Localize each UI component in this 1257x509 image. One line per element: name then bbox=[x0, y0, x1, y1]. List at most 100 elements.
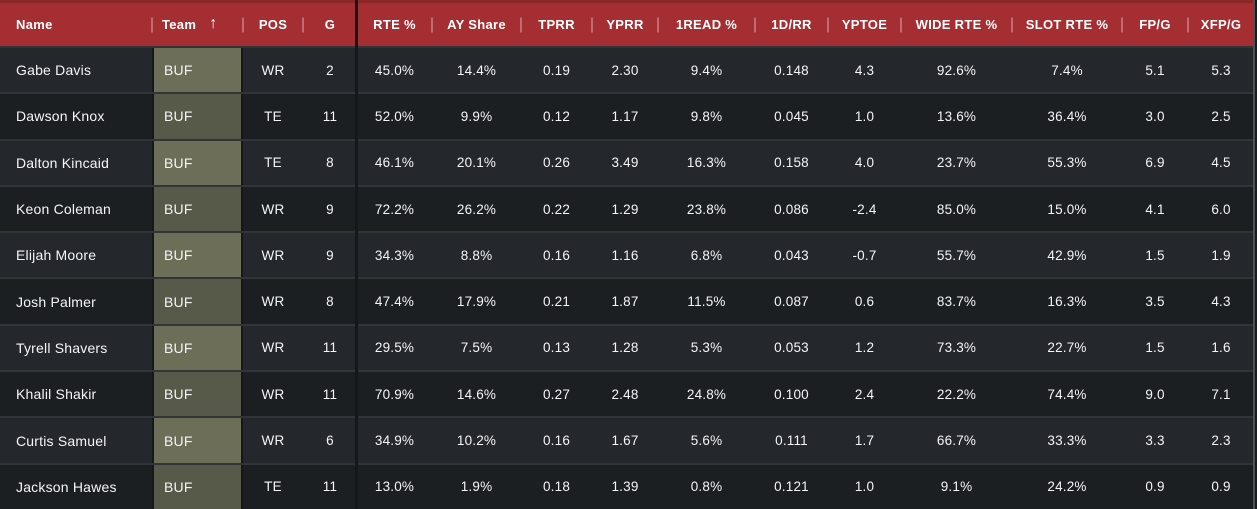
cell-name: Jackson Hawes bbox=[16, 478, 117, 495]
cell-slot: 15.0% bbox=[1047, 201, 1087, 217]
table-header-row: Name Team ↑ POS G RTE % AY Share TPRR YPRR 1READ … bbox=[0, 0, 1254, 46]
cell-read1: 6.8% bbox=[690, 247, 723, 263]
cell-xfpg: 1.9 bbox=[1211, 247, 1231, 263]
player-row[interactable]: Elijah Moore BUF WR 9 34.3% 8.8% 0.16 1.16 6.8% 0… bbox=[0, 231, 1254, 278]
cell-read1: 5.3% bbox=[690, 340, 723, 356]
cell-wide: 85.0% bbox=[936, 201, 977, 217]
cell-rte: 13.0% bbox=[374, 479, 415, 495]
player-row[interactable]: Jackson Hawes BUF TE 11 13.0% 1.9% 0.18 1.39 0.8… bbox=[0, 462, 1254, 509]
player-row[interactable]: Tyrell Shavers BUF WR 11 29.5% 7.5% 0.13 1.28 5.… bbox=[0, 323, 1254, 371]
cell-read1: 5.6% bbox=[690, 433, 723, 449]
cell-g: 11 bbox=[322, 479, 338, 495]
cell-slot: 55.3% bbox=[1047, 155, 1087, 171]
column-header-yptoe[interactable]: YPTOE bbox=[828, 3, 901, 46]
column-header-rte[interactable]: RTE % bbox=[357, 3, 432, 46]
player-row[interactable]: Gabe Davis BUF WR 2 45.0% 14.4% 0.19 2.30 9.4% 0.… bbox=[0, 46, 1254, 93]
cell-yprr: 2.30 bbox=[611, 62, 639, 78]
player-row[interactable]: Josh Palmer BUF WR 8 47.4% 17.9% 0.21 1.87 11.5%… bbox=[0, 277, 1254, 324]
cell-fpg: 0.9 bbox=[1145, 479, 1165, 495]
cell-read1: 9.4% bbox=[690, 62, 723, 78]
cell-g: 11 bbox=[322, 108, 338, 124]
cell-tprr: 0.26 bbox=[542, 155, 571, 171]
cell-tprr: 0.27 bbox=[542, 386, 571, 402]
table-body: Gabe Davis BUF WR 2 45.0% 14.4% 0.19 2.30 9.4% 0.… bbox=[0, 46, 1257, 509]
cell-wide: 66.7% bbox=[936, 433, 977, 449]
cell-d1rr: 0.111 bbox=[775, 433, 808, 449]
cell-rte: 45.0% bbox=[374, 62, 415, 78]
cell-wide: 13.6% bbox=[936, 108, 977, 124]
cell-tprr: 0.22 bbox=[542, 201, 571, 217]
player-row[interactable]: Dawson Knox BUF TE 11 52.0% 9.9% 0.12 1.17 9.8% 0… bbox=[0, 92, 1254, 139]
cell-d1rr: 0.158 bbox=[774, 155, 809, 171]
cell-d1rr: 0.086 bbox=[774, 201, 809, 217]
cell-wide: 73.3% bbox=[936, 340, 977, 356]
cell-wide: 23.7% bbox=[936, 155, 977, 171]
column-header-pos[interactable]: POS bbox=[243, 3, 303, 46]
column-header-team[interactable]: Team ↑ bbox=[152, 3, 243, 46]
column-header-fpg[interactable]: FP/G bbox=[1122, 3, 1188, 46]
cell-slot: 24.2% bbox=[1047, 479, 1087, 495]
column-header-label: YPRR bbox=[606, 17, 644, 32]
cell-xfpg: 1.6 bbox=[1211, 340, 1231, 356]
cell-read1: 0.8% bbox=[690, 479, 723, 495]
cell-team: BUF bbox=[152, 325, 243, 371]
cell-name: Khalil Shakir bbox=[16, 386, 97, 403]
cell-read1: 16.3% bbox=[686, 155, 727, 171]
cell-fpg: 4.1 bbox=[1145, 201, 1165, 217]
cell-team: BUF bbox=[152, 94, 243, 139]
player-row[interactable]: Keon Coleman BUF WR 9 72.2% 26.2% 0.22 1.29 23.8… bbox=[0, 184, 1254, 232]
cell-pos: WR bbox=[261, 433, 285, 449]
column-header-xfpg[interactable]: XFP/G bbox=[1188, 3, 1254, 46]
cell-name: Keon Coleman bbox=[16, 201, 112, 218]
cell-xfpg: 0.9 bbox=[1211, 479, 1231, 495]
cell-yprr: 1.29 bbox=[611, 201, 639, 217]
column-header-label: 1READ % bbox=[675, 17, 738, 32]
cell-d1rr: 0.121 bbox=[774, 479, 809, 495]
cell-d1rr: 0.100 bbox=[774, 386, 809, 402]
column-header-label: G bbox=[324, 17, 336, 32]
cell-pos: WR bbox=[261, 247, 285, 263]
column-header-label: Team bbox=[162, 17, 197, 32]
cell-tprr: 0.19 bbox=[542, 62, 571, 78]
cell-slot: 42.9% bbox=[1047, 247, 1087, 263]
cell-pos: WR bbox=[261, 386, 285, 402]
cell-team: BUF bbox=[152, 372, 243, 417]
column-header-slot[interactable]: SLOT RTE % bbox=[1012, 3, 1122, 46]
cell-rte: 46.1% bbox=[374, 155, 415, 171]
player-row[interactable]: Dalton Kincaid BUF TE 8 46.1% 20.1% 0.26 3.49 16… bbox=[0, 138, 1254, 185]
cell-pos: WR bbox=[261, 294, 285, 310]
column-header-name[interactable]: Name bbox=[0, 3, 152, 46]
column-header-ay[interactable]: AY Share bbox=[432, 3, 521, 46]
column-header-read1[interactable]: 1READ % bbox=[658, 3, 755, 46]
cell-wide: 9.1% bbox=[940, 479, 973, 495]
cell-tprr: 0.12 bbox=[542, 108, 571, 124]
column-header-wide[interactable]: WIDE RTE % bbox=[901, 3, 1012, 46]
cell-yprr: 1.17 bbox=[611, 108, 639, 124]
player-row[interactable]: Khalil Shakir BUF WR 11 70.9% 14.6% 0.27 2.48 24… bbox=[0, 370, 1254, 417]
cell-yptoe: -0.7 bbox=[852, 247, 877, 263]
column-header-yprr[interactable]: YPRR bbox=[592, 3, 658, 46]
cell-rte: 29.5% bbox=[374, 340, 415, 356]
column-header-tprr[interactable]: TPRR bbox=[521, 3, 592, 46]
column-header-label: FP/G bbox=[1139, 17, 1171, 32]
column-header-g[interactable]: G bbox=[303, 3, 357, 46]
cell-yprr: 2.48 bbox=[611, 386, 639, 402]
cell-read1: 11.5% bbox=[687, 294, 726, 310]
cell-team: BUF bbox=[152, 418, 243, 463]
cell-fpg: 3.0 bbox=[1145, 108, 1165, 124]
cell-team: BUF bbox=[152, 233, 243, 278]
cell-pos: WR bbox=[261, 340, 285, 356]
cell-fpg: 1.5 bbox=[1145, 340, 1165, 356]
cell-name: Curtis Samuel bbox=[16, 432, 107, 449]
cell-yptoe: 4.3 bbox=[854, 62, 875, 78]
cell-rte: 34.3% bbox=[374, 247, 415, 263]
cell-ay: 26.2% bbox=[456, 201, 497, 217]
cell-xfpg: 7.1 bbox=[1211, 386, 1231, 402]
column-header-d1rr[interactable]: 1D/RR bbox=[755, 3, 828, 46]
cell-ay: 14.4% bbox=[456, 62, 497, 78]
cell-read1: 24.8% bbox=[686, 386, 727, 402]
player-row[interactable]: Curtis Samuel BUF WR 6 34.9% 10.2% 0.16 1.67 5.6… bbox=[0, 416, 1254, 463]
cell-rte: 70.9% bbox=[374, 386, 415, 402]
cell-slot: 7.4% bbox=[1051, 62, 1083, 78]
cell-ay: 9.9% bbox=[460, 108, 493, 124]
